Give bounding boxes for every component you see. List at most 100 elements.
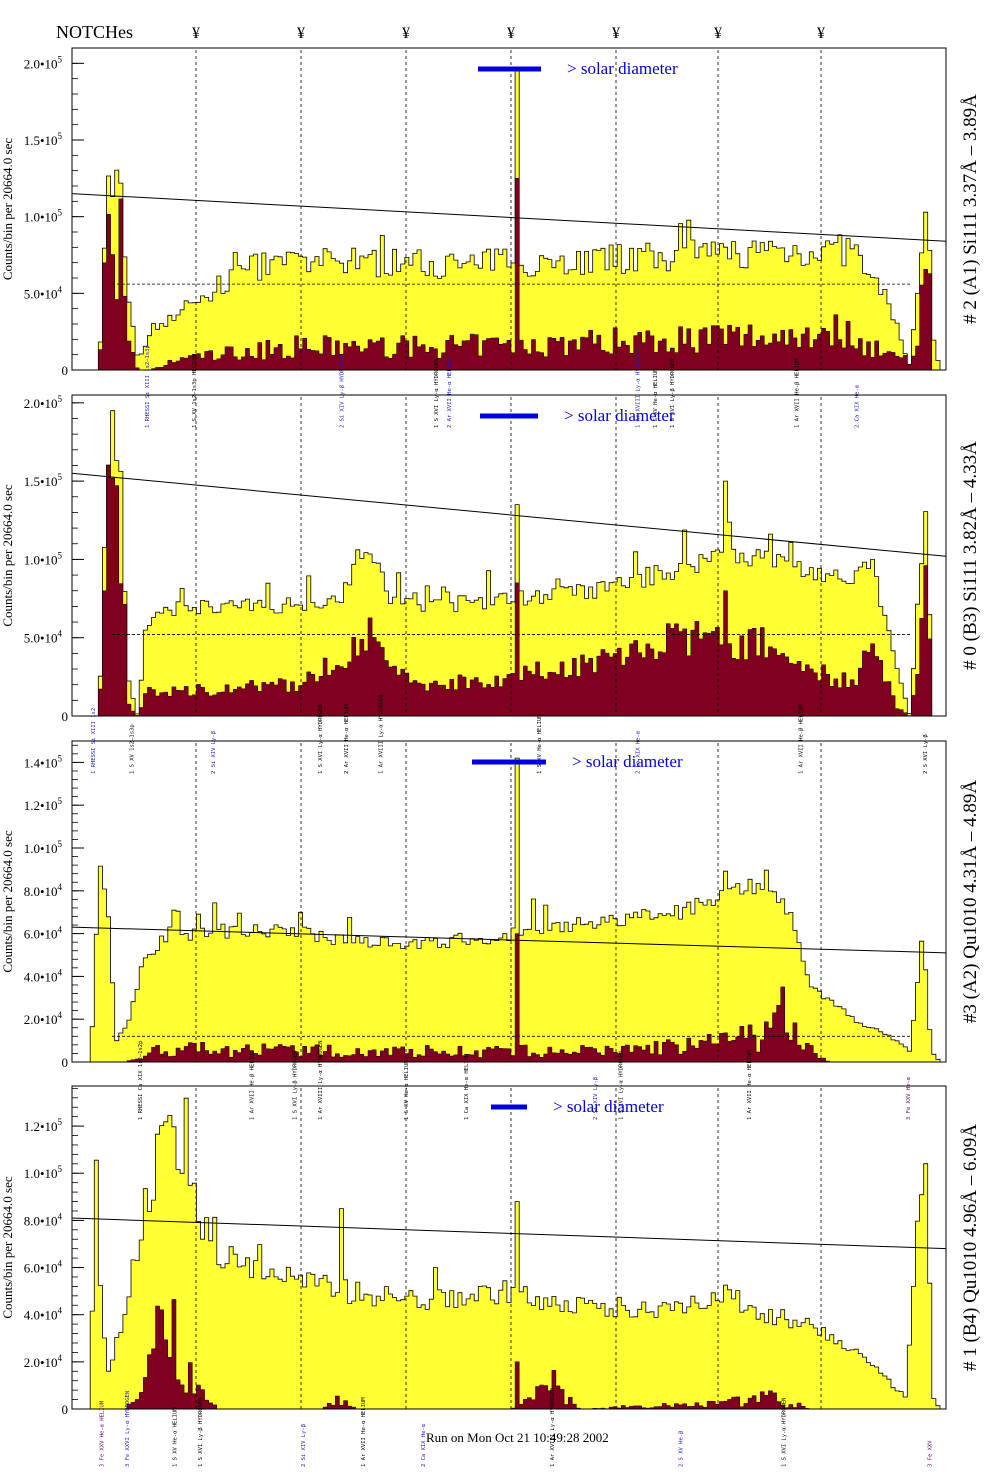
line-annotation-10: 2 S XVI Ly-β xyxy=(923,734,929,774)
notch-markers: ¥ ¥ ¥ ¥ ¥ ¥ ¥ xyxy=(192,25,825,42)
line-annotation-1: 1 RHESSI Ca XIX 1s2–1s2p xyxy=(138,1041,144,1120)
panel-title: # 0 (B3) Si111 3.82Å – 4.33Å xyxy=(960,441,981,670)
y-tick-label-7: 1.2•105 xyxy=(24,796,63,813)
line-annotation-2: 1 S XV 1s2–1s3p xyxy=(130,724,136,774)
line-annotation-7: 2 Ca XIX He-α xyxy=(421,1423,427,1467)
line-annotation-10: 3 Fe XXV He-α xyxy=(906,1076,912,1120)
line-annotation-6: 1 Ar XVIII Ly-α HYDROGEN xyxy=(378,695,384,774)
y-tick-label-4: 6.0•104 xyxy=(24,925,63,942)
line-annotation-5: 1 S XV He-α HELIUM xyxy=(404,1060,410,1120)
line-annotation-11: 3 Fe XXV xyxy=(927,1440,933,1467)
y-tick-label-8: 1.4•105 xyxy=(24,753,63,770)
notches-label: NOTCHes xyxy=(56,22,133,42)
fit-line xyxy=(71,472,947,557)
line-annotation-2: 1 S XV 1s2–1s3p HELIUM xyxy=(192,354,198,428)
panel-1: 1 RHESSI Si XIII 1s2–1s3p 1 S XV 1s2–1s3p… xyxy=(0,47,981,428)
line-annotation-10: 1 S XVI Ly-α HYDROGEN xyxy=(782,1397,788,1467)
line-annotation-9: 1 Ar XVII He-α HELIUM xyxy=(747,1050,753,1120)
y-tick-label-5: 8.0•104 xyxy=(24,882,63,899)
y-tick-label-1: 0 xyxy=(62,363,69,378)
y-tick-label-2: 5.0•104 xyxy=(24,284,63,301)
y-axis-label: Counts/bin per 20664.0 sec xyxy=(0,484,15,626)
line-annotation-8: 1 S XVI Ly-β HYDROGEN xyxy=(670,358,676,428)
y-tick-label-3: 1.0•105 xyxy=(24,550,63,567)
notch-marker-1: ¥ xyxy=(192,25,200,42)
line-annotation-3: 2 Si XIV Ly-β xyxy=(211,730,217,774)
line-annotation-5: 2 Ar XVII He-α HELIUM xyxy=(447,358,453,428)
fit-line xyxy=(71,193,947,242)
y-tick-label-2: 5.0•104 xyxy=(24,629,63,646)
line-annotation-3: 2 Si XIV Ly-β HYDROGEN xyxy=(340,355,346,428)
line-annotation-1: 1 RHESSI Si XIII 1s2–1s3p xyxy=(145,345,151,428)
line-annotation-6: 1 Ar XVIII Ly-α HYDROGEN xyxy=(636,349,642,428)
solar-diameter-label: > solar diameter xyxy=(572,752,683,771)
line-annotation-9: 1 Ar XVII He-β HELIUM xyxy=(794,358,800,428)
background-counts-histogram xyxy=(82,178,940,371)
y-tick-label-2: 2.0•104 xyxy=(24,1353,63,1370)
y-axis-label: Counts/bin per 20664.0 sec xyxy=(0,1176,15,1318)
y-tick-label-5: 8.0•104 xyxy=(24,1211,63,1228)
line-annotation-1: 3 Fe XXV He-α HELIUM xyxy=(100,1400,106,1467)
y-tick-label-6: 1.0•105 xyxy=(24,839,63,856)
fit-line xyxy=(71,926,947,954)
plot-frame xyxy=(71,47,947,371)
line-annotation-7: 1 S XV He-α HELIUM xyxy=(653,368,659,428)
y-axis-label: Counts/bin per 20664.0 sec xyxy=(0,138,15,280)
background-counts-histogram xyxy=(82,1299,940,1410)
line-annotation-7: 1 S XV He-α HELIUM xyxy=(537,714,543,774)
line-annotation-2: 3 Fe XXVI Ly-α HYDROGEN xyxy=(125,1391,131,1467)
line-annotation-6: 1 Ca XIX He-α HELIUM xyxy=(464,1053,470,1120)
line-annotation-9: 2 S XV He-β xyxy=(679,1430,685,1467)
line-annotation-2: 1 Ar XVII He-β HELIUM xyxy=(250,1050,256,1120)
panel-title: # 2 (A1) Si111 3.37Å – 3.89Å xyxy=(960,94,981,324)
line-annotation-4: 1 Ar XVIII Ly-α HYDROGEN xyxy=(318,1040,324,1119)
plot-frame xyxy=(71,1085,947,1410)
panel-2: 1 RHESSI Si XIII 1s2 1 S XV 1s2–1s3p 2 Si … xyxy=(0,394,981,774)
y-tick-label-3: 4.0•104 xyxy=(24,1306,63,1323)
y-tick-label-2: 2.0•104 xyxy=(24,1010,63,1027)
panel-title: #3 (A2) Qu1010 4.31Å – 4.89Å xyxy=(960,780,981,1024)
line-annotation-7: 2 Si XIV Ly-β xyxy=(593,1076,599,1120)
notch-marker-2: ¥ xyxy=(297,25,305,42)
plot-frame xyxy=(71,394,947,717)
line-annotation-8: 2 Ca XIX He-α xyxy=(636,730,642,774)
solar-diameter-label: > solar diameter xyxy=(553,1097,664,1116)
panel-3: 1 RHESSI Ca XIX 1s2–1s2p 1 Ar XVII He-β H… xyxy=(0,740,981,1120)
y-tick-label-1: 0 xyxy=(62,1402,69,1417)
line-annotation-6: 1 Ar XVII He-α HELIUM xyxy=(361,1397,367,1467)
notch-marker-3: ¥ xyxy=(402,25,410,42)
total-counts-histogram xyxy=(82,1097,941,1410)
line-annotation-5: 2 Ar XVII He-α HELIUM xyxy=(344,704,350,774)
panel-4: 3 Fe XXV He-α HELIUM 3 Fe XXVI Ly-α HYDRO… xyxy=(0,1085,981,1467)
y-tick-label-3: 4.0•104 xyxy=(24,967,63,984)
y-tick-label-4: 6.0•104 xyxy=(24,1259,63,1276)
line-annotation-4: 1 S XVI Ly-β HYDROGEN xyxy=(198,1397,204,1467)
solar-diameter-label: > solar diameter xyxy=(564,406,675,425)
solar-diameter-label: > solar diameter xyxy=(567,59,678,78)
plot-frame xyxy=(71,740,947,1063)
notch-marker-6: ¥ xyxy=(714,25,722,42)
fit-line xyxy=(71,1217,947,1250)
y-tick-label-5: 2.0•105 xyxy=(24,54,63,71)
background-counts-histogram xyxy=(82,464,940,717)
line-annotation-9: 1 Ar XVII He-β HELIUM xyxy=(799,704,805,774)
y-axis-label: Counts/bin per 20664.0 sec xyxy=(0,830,15,972)
line-annotation-4: 1 S XVI Ly-α HYDROGEN xyxy=(318,704,324,774)
line-annotation-3: 1 S XV He-α HELIUM xyxy=(172,1407,178,1467)
panel-title: # 1 (B4) Qu1010 4.96Å – 6.09Å xyxy=(960,1124,981,1371)
line-annotation-10: 2 Ca XIX He-α xyxy=(855,384,861,428)
notch-marker-7: ¥ xyxy=(817,25,825,42)
notch-marker-4: ¥ xyxy=(507,25,515,42)
line-annotation-5: 2 Si XIV Ly-β xyxy=(301,1423,307,1467)
notch-marker-5: ¥ xyxy=(612,25,620,42)
line-annotation-8: 1 S XVI Ly-α HYDROGEN xyxy=(619,1050,625,1120)
total-counts-histogram xyxy=(82,757,941,1063)
y-tick-label-6: 1.0•105 xyxy=(24,1164,63,1181)
y-tick-label-1: 0 xyxy=(62,709,69,724)
y-tick-label-3: 1.0•105 xyxy=(24,208,63,225)
y-tick-label-5: 2.0•105 xyxy=(24,394,63,411)
y-tick-label-1: 0 xyxy=(62,1055,69,1070)
line-annotation-8: 1 Ar XVIII Ly-α HYDROGEN xyxy=(550,1388,556,1467)
run-timestamp: Run on Mon Oct 21 10:49:28 2002 xyxy=(426,1430,609,1445)
